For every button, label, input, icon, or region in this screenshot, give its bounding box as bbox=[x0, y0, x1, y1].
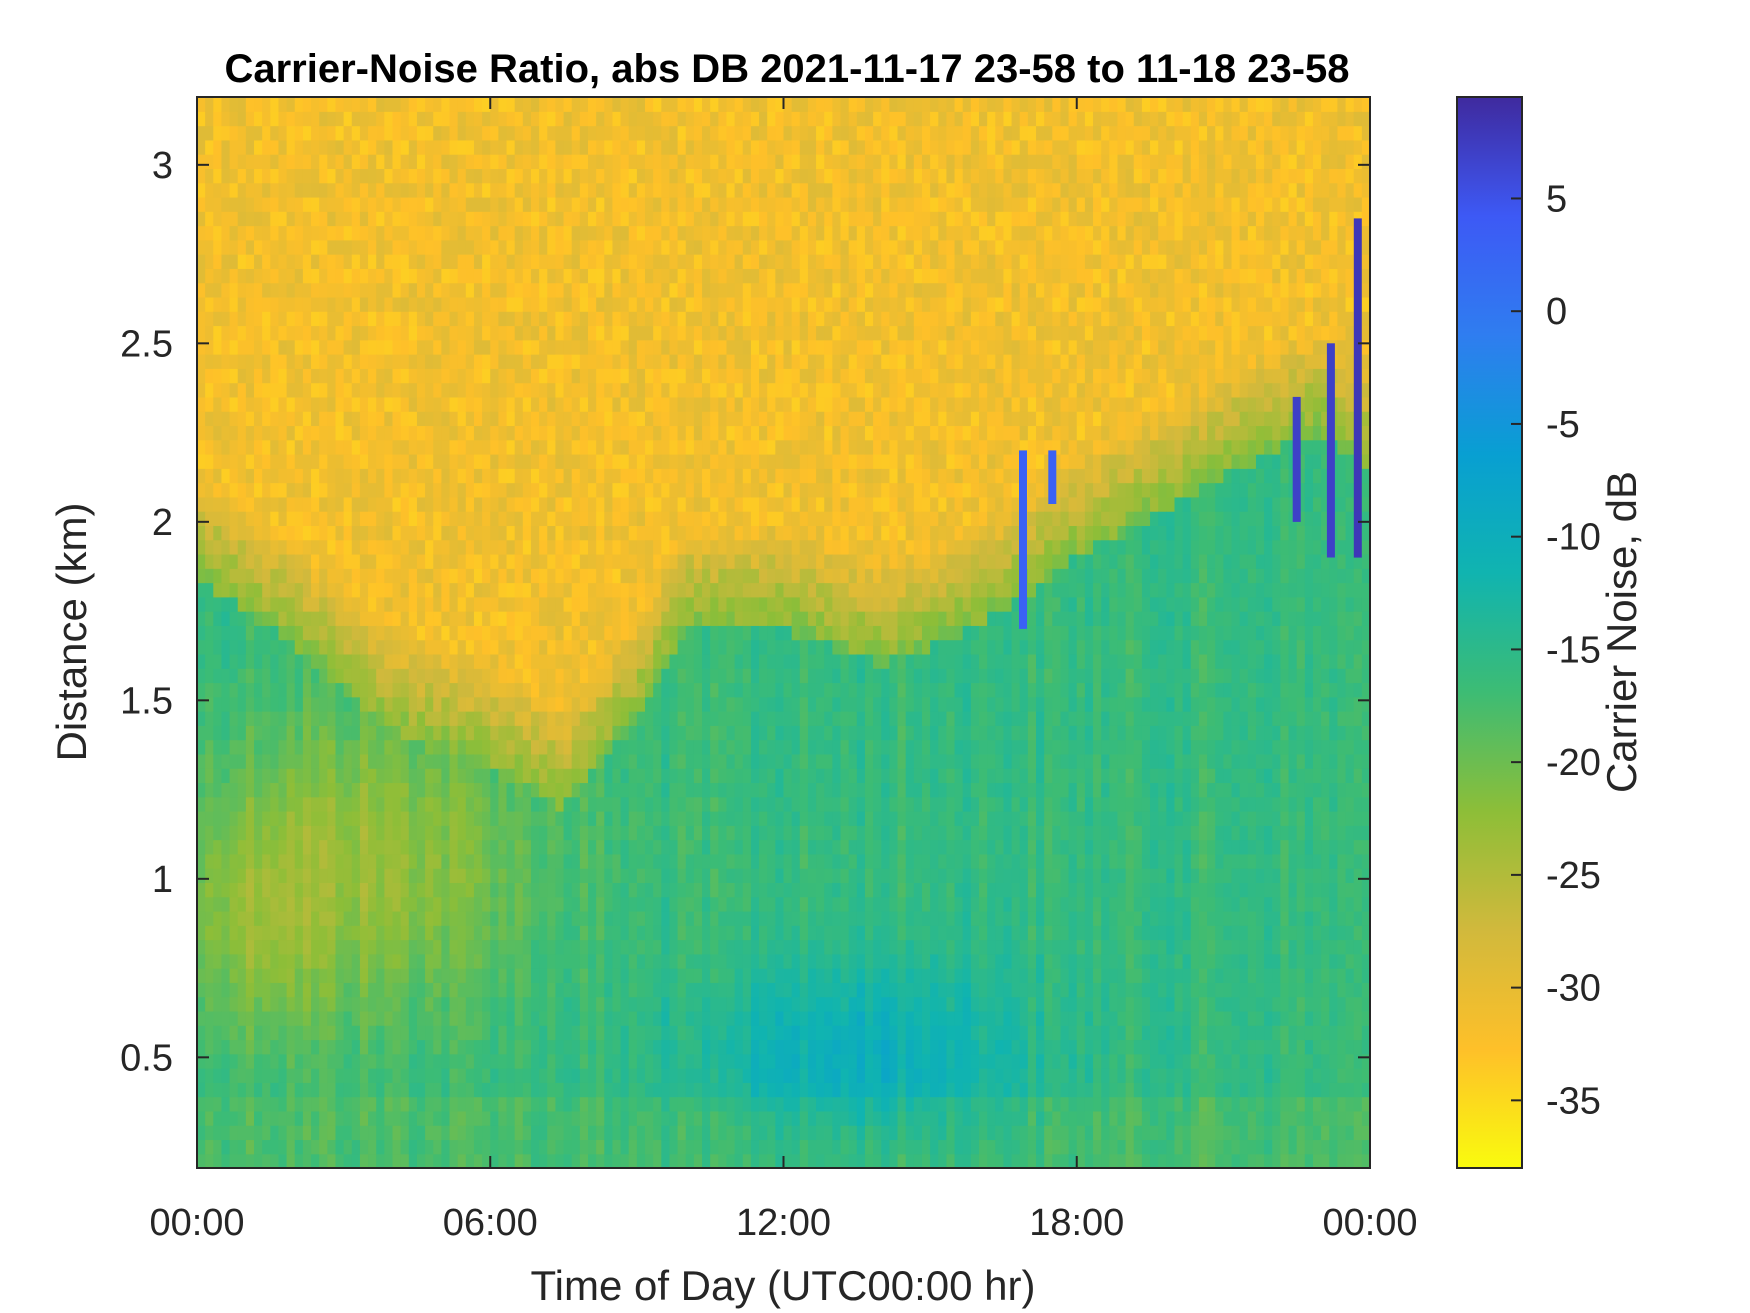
colorbar-label: Carrier Noise, dB bbox=[1598, 471, 1645, 793]
colorbar-tick-label: -35 bbox=[1546, 1080, 1601, 1122]
y-tick-label: 1 bbox=[152, 859, 173, 901]
y-tick-label: 1.5 bbox=[120, 680, 173, 722]
colorbar-frame bbox=[1456, 96, 1523, 1169]
colorbar-tick-label: -5 bbox=[1546, 404, 1580, 446]
colorbar: 5 0 -5 -10 -15 -20 -25 -30 -35 Carrier Noise, dB bbox=[1456, 96, 1645, 1169]
chart-title: Carrier-Noise Ratio, abs DB 2021-11-17 2… bbox=[224, 47, 1349, 91]
colorbar-tick-label: -10 bbox=[1546, 517, 1601, 559]
y-tick-label: 2 bbox=[152, 502, 173, 544]
heatmap-field bbox=[197, 97, 1370, 1168]
x-axis-label: Time of Day (UTC00:00 hr) bbox=[531, 1262, 1036, 1309]
x-tick-label: 00:00 bbox=[149, 1202, 244, 1244]
x-tick-label: 06:00 bbox=[443, 1202, 538, 1244]
y-axis: 0.5 1 1.5 2 2.5 3 bbox=[120, 145, 1370, 1079]
high-cnr-feature bbox=[1292, 396, 1301, 522]
colorbar-tick-label: -25 bbox=[1546, 855, 1601, 897]
high-cnr-feature bbox=[1048, 450, 1057, 504]
colorbar-tick-label: 5 bbox=[1546, 178, 1567, 220]
plot-area bbox=[196, 96, 1371, 1169]
x-tick-label: 12:00 bbox=[736, 1202, 831, 1244]
x-tick-label: 18:00 bbox=[1029, 1202, 1124, 1244]
colorbar-tick-label: -20 bbox=[1546, 742, 1601, 784]
y-tick-label: 2.5 bbox=[120, 323, 173, 365]
high-cnr-feature bbox=[1019, 450, 1027, 629]
x-axis: 00:00 06:00 12:00 18:00 00:00 bbox=[149, 97, 1418, 1244]
high-cnr-feature bbox=[1353, 218, 1362, 558]
y-tick-label: 3 bbox=[152, 145, 173, 187]
colorbar-tick-label: 0 bbox=[1546, 291, 1567, 333]
x-tick-label: 00:00 bbox=[1322, 1202, 1417, 1244]
colorbar-gradient bbox=[1457, 97, 1522, 1168]
colorbar-tick-label: -30 bbox=[1546, 968, 1601, 1010]
y-axis-label: Distance (km) bbox=[48, 502, 95, 761]
colorbar-tick-label: -15 bbox=[1546, 629, 1601, 671]
y-tick-label: 0.5 bbox=[120, 1037, 173, 1079]
high-cnr-feature bbox=[1326, 343, 1335, 558]
